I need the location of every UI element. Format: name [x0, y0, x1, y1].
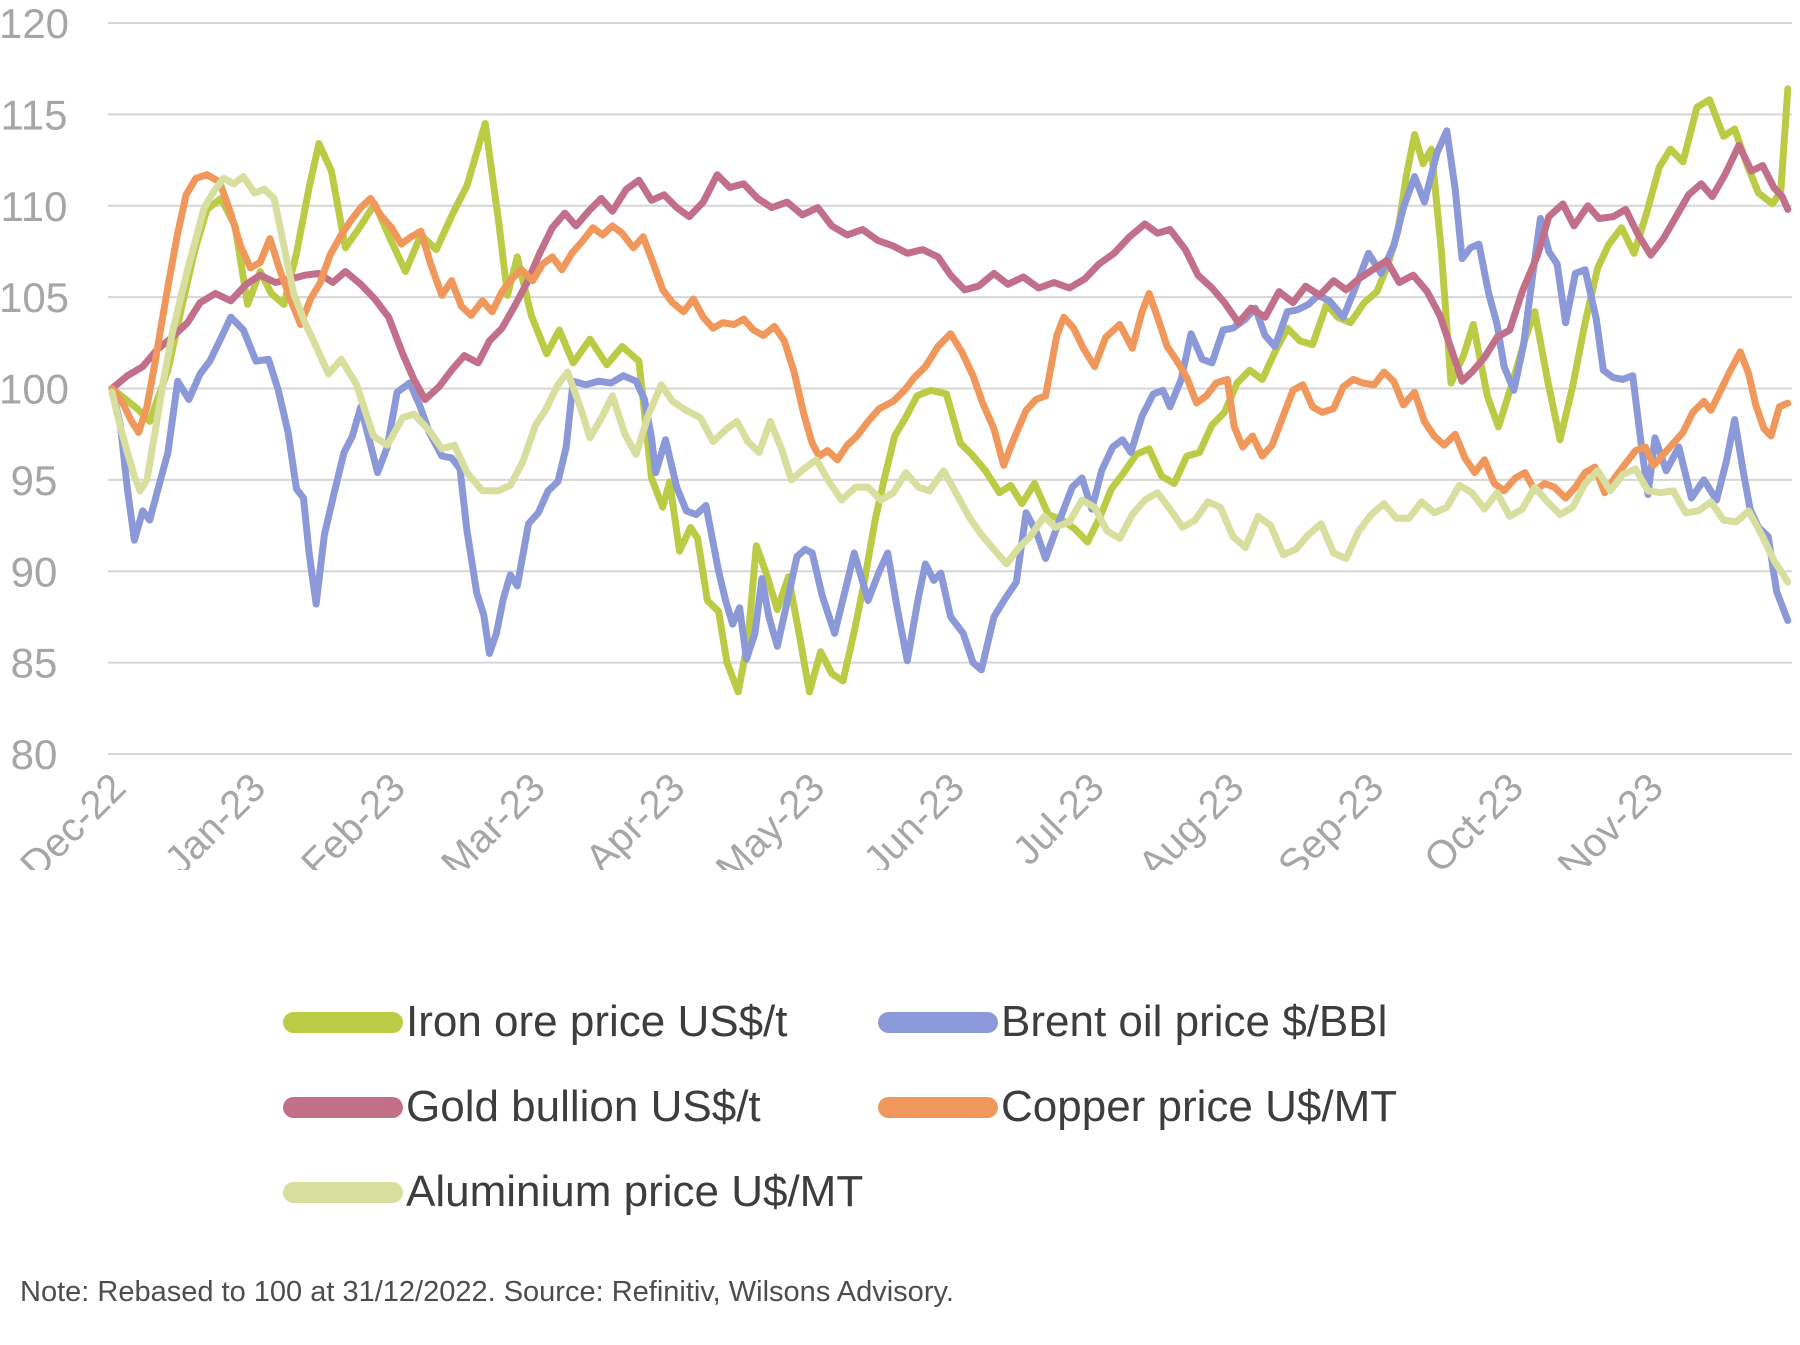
legend-item-iron-ore: Iron ore price US$/t [283, 997, 788, 1046]
x-axis-label-Mar-23: Mar-23 [433, 765, 554, 870]
y-axis-label-110: 110 [1, 183, 68, 230]
legend-swatch-copper [878, 1096, 998, 1118]
y-axis-label-95: 95 [11, 457, 58, 504]
x-axis-label-Jun-23: Jun-23 [855, 765, 973, 870]
legend-label-aluminium: Aluminium price U$/MT [406, 1167, 864, 1216]
series-line-gold [108, 141, 1792, 403]
y-axis-label-80: 80 [11, 731, 58, 778]
x-axis-label-Aug-23: Aug-23 [1130, 765, 1252, 870]
y-axis-label-105: 105 [0, 274, 69, 321]
y-axis-label-100: 100 [0, 366, 69, 413]
series-line-copper [108, 171, 1792, 502]
x-axis-label-Apr-23: Apr-23 [577, 765, 693, 870]
legend-label-iron-ore: Iron ore price US$/t [406, 997, 788, 1046]
legend-item-gold: Gold bullion US$/t [283, 1082, 761, 1131]
y-axis-label-85: 85 [11, 640, 58, 687]
x-axis-label-Oct-23: Oct-23 [1416, 765, 1532, 870]
y-axis-label-90: 90 [11, 548, 58, 595]
legend-item-aluminium: Aluminium price U$/MT [283, 1167, 864, 1216]
series-line-aluminium [108, 173, 1792, 586]
legend-item-brent-oil: Brent oil price $/BBl [878, 997, 1388, 1046]
x-axis-label-Dec-22: Dec-22 [12, 765, 134, 870]
legend-swatch-gold [283, 1096, 403, 1118]
x-axis-label-Nov-23: Nov-23 [1550, 765, 1672, 870]
legend-label-brent-oil: Brent oil price $/BBl [1001, 997, 1388, 1046]
legend-label-gold: Gold bullion US$/t [406, 1082, 761, 1131]
legend-label-copper: Copper price U$/MT [1001, 1082, 1398, 1131]
legend-swatch-iron-ore [283, 1011, 403, 1033]
x-axis-label-Jan-23: Jan-23 [157, 765, 275, 870]
x-axis-label-May-23: May-23 [708, 765, 833, 870]
x-axis-label-Sep-23: Sep-23 [1270, 765, 1392, 870]
chart-note: Note: Rebased to 100 at 31/12/2022. Sour… [20, 1276, 954, 1308]
legend-item-copper: Copper price U$/MT [878, 1082, 1398, 1131]
x-axis-label-Jul-23: Jul-23 [1005, 765, 1113, 870]
legend-swatch-aluminium [283, 1181, 403, 1203]
legend-swatch-brent-oil [878, 1011, 998, 1033]
series-line-brent-oil [108, 127, 1792, 674]
y-axis-label-120: 120 [0, 0, 69, 47]
x-axis-label-Feb-23: Feb-23 [293, 765, 414, 870]
y-axis-label-115: 115 [1, 91, 68, 138]
